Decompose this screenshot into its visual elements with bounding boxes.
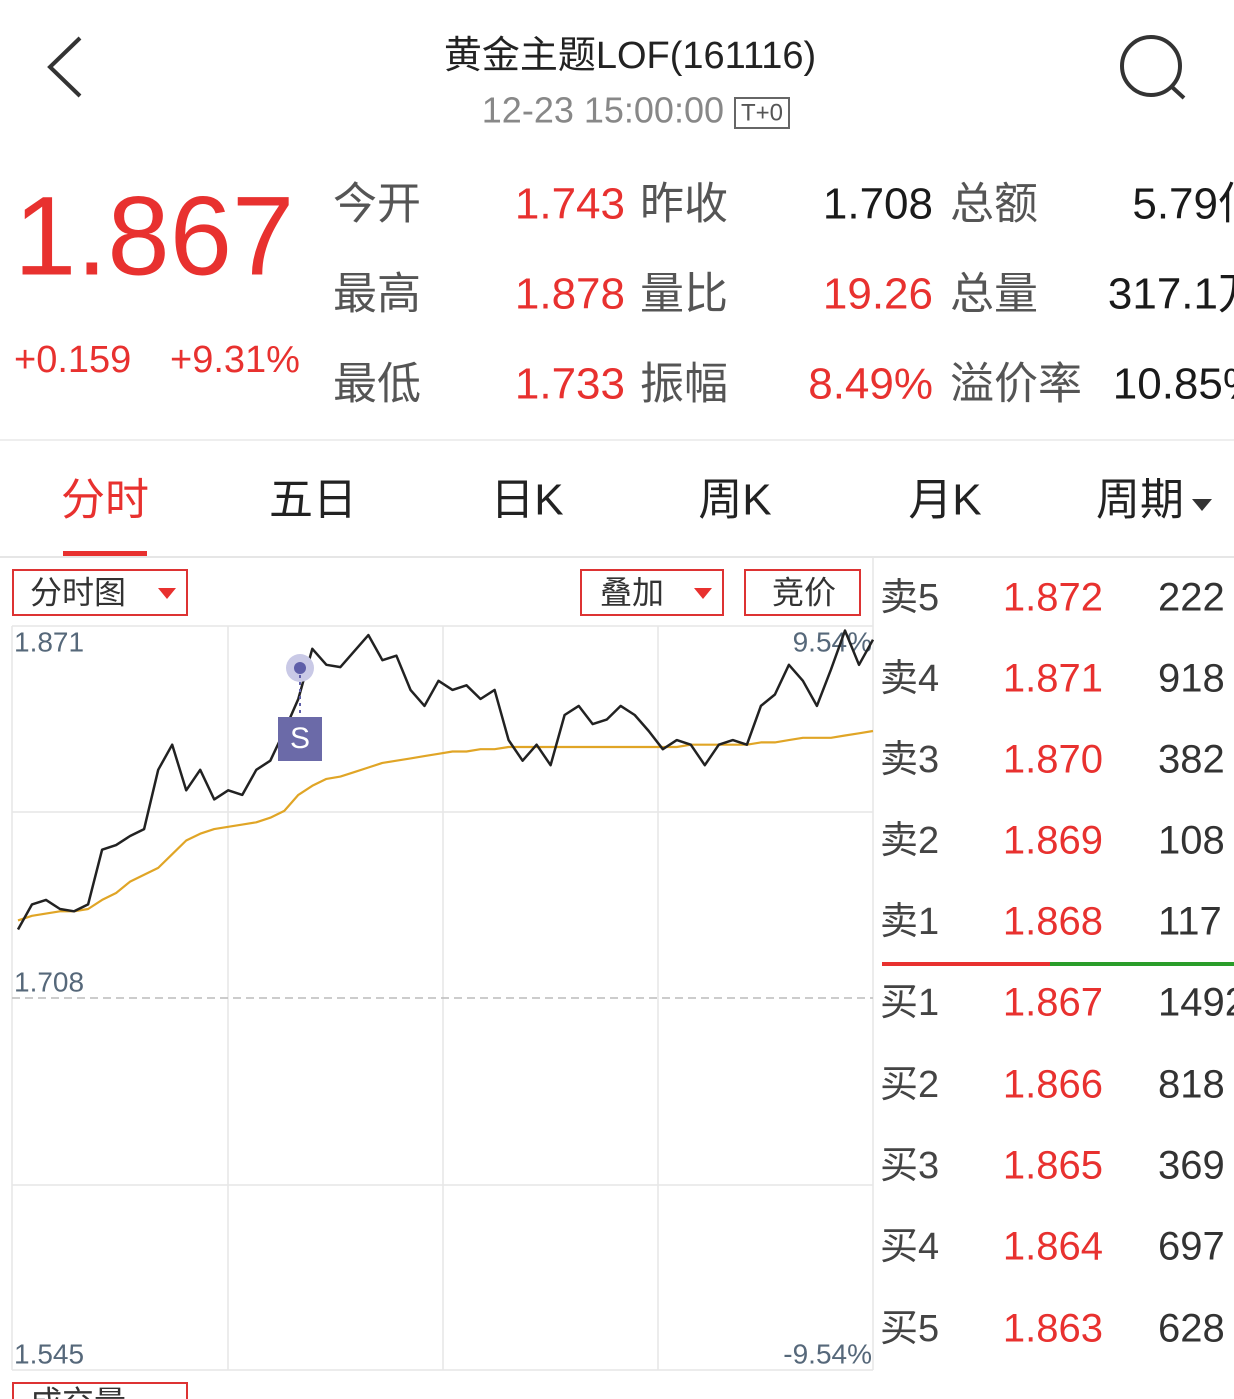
chart-frame	[11, 557, 874, 1370]
book-volume: 1492	[1158, 981, 1234, 1025]
tab[interactable]: 五日	[269, 476, 357, 525]
book-price: 1.864	[1003, 1225, 1103, 1269]
tabs: 分时 五日 日K 周K 月K 周期	[61, 476, 1184, 525]
book-price: 1.866	[1003, 1063, 1103, 1107]
change-pct: +9.31%	[170, 339, 300, 381]
book-label: 卖1	[880, 901, 939, 943]
book-volume: 382	[1158, 738, 1225, 782]
tab-underline	[63, 551, 147, 557]
button-box[interactable]	[12, 1382, 188, 1399]
signal-dot	[294, 662, 306, 674]
book-price: 1.871	[1003, 657, 1103, 701]
volume-button[interactable]: 成交量	[30, 1384, 126, 1399]
stat-value: 8.49%	[808, 360, 933, 409]
book-volume: 918	[1158, 657, 1225, 701]
chart-button[interactable]: 竞价	[772, 574, 836, 610]
book-price: 1.865	[1003, 1144, 1103, 1188]
book-price: 1.870	[1003, 738, 1103, 782]
book-volume: 818	[1158, 1063, 1225, 1107]
button-box[interactable]	[744, 569, 861, 616]
book-label: 卖3	[880, 739, 939, 781]
back-button[interactable]	[47, 36, 82, 98]
stat-value: 19.26	[823, 270, 933, 319]
stat-value: 5.79亿	[1132, 180, 1234, 229]
badge: T+0	[741, 99, 783, 126]
dropdown-arrow	[1192, 499, 1212, 511]
stat-label: 最高	[333, 270, 421, 319]
book-label: 买3	[880, 1145, 939, 1187]
book-label: 买4	[880, 1226, 939, 1268]
y2-tick-label: -9.54%	[783, 1338, 872, 1369]
stat-label: 溢价率	[950, 360, 1082, 409]
book-label: 买5	[880, 1308, 939, 1350]
book-label: 买2	[880, 1064, 939, 1106]
chart-button[interactable]: 分时图	[30, 574, 126, 610]
book-volume: 117	[1158, 900, 1222, 944]
change: +0.159	[14, 339, 131, 381]
tab[interactable]: 周K	[698, 476, 771, 525]
stat-value: 317.1万	[1108, 270, 1234, 319]
tab[interactable]: 分时	[61, 476, 149, 525]
stat-label: 总量	[950, 270, 1038, 319]
book-label: 卖5	[880, 577, 939, 619]
stat-value: 1.878	[515, 270, 625, 319]
average-line	[17, 729, 874, 922]
stats: 今开 1.743 昨收 1.708 总额 5.79亿最高 1.878 量比 19.26 总量 317…	[333, 180, 1234, 409]
book-label: 买1	[880, 982, 939, 1024]
book-price: 1.863	[1003, 1307, 1103, 1351]
book-volume: 369	[1158, 1144, 1225, 1188]
signal-label: S	[290, 722, 310, 755]
book-price: 1.868	[1003, 900, 1103, 944]
dropdown-arrow	[694, 588, 712, 599]
book-volume: 697	[1158, 1225, 1225, 1269]
search-icon-handle	[1170, 85, 1186, 100]
stat-label: 昨收	[640, 180, 728, 229]
stat-label: 今开	[333, 180, 421, 229]
book-price: 1.867	[1003, 981, 1103, 1025]
datetime: 12-23 15:00:00	[482, 90, 724, 131]
dropdown-arrow	[158, 588, 176, 599]
signal-box	[278, 717, 322, 761]
bid-ask-bar	[1050, 962, 1234, 966]
order-book: 卖5 1.872 222 卖4 1.871 918 卖3 1.870 382 卖2 1.869 108…	[880, 576, 1234, 1351]
book-volume: 222	[1158, 576, 1225, 620]
stat-value: 1.733	[515, 360, 625, 409]
stat-value: 10.85%	[1113, 360, 1234, 409]
last-price: 1.867	[14, 174, 294, 299]
y-tick-label: 1.708	[14, 966, 84, 997]
button-box[interactable]	[580, 569, 724, 616]
stat-value: 1.743	[515, 180, 625, 229]
tab[interactable]: 月K	[908, 476, 981, 525]
search-icon	[1120, 35, 1182, 97]
badge-box	[734, 97, 790, 129]
tab[interactable]: 日K	[490, 476, 563, 525]
y2-tick-label: 9.54%	[793, 626, 872, 657]
search-button[interactable]	[1120, 35, 1186, 100]
chart-button[interactable]: 叠加	[600, 574, 664, 610]
book-label: 卖4	[880, 658, 939, 700]
chart: 1.871 1.708 1.545 9.54% -9.54%	[12, 625, 875, 1371]
stat-label: 量比	[640, 270, 728, 319]
price-line	[16, 629, 875, 931]
button-box[interactable]	[12, 569, 188, 616]
book-volume: 628	[1158, 1307, 1225, 1351]
bid-ask-bar	[882, 962, 1050, 966]
stat-label: 最低	[333, 360, 421, 409]
tab[interactable]: 周期	[1096, 476, 1184, 525]
book-price: 1.869	[1003, 819, 1103, 863]
stat-label: 振幅	[640, 360, 728, 409]
book-price: 1.872	[1003, 576, 1103, 620]
book-volume: 108	[1158, 819, 1225, 863]
y-tick-label: 1.871	[14, 626, 84, 657]
stat-value: 1.708	[823, 180, 933, 229]
stat-label: 总额	[950, 180, 1038, 229]
title: 黄金主题LOF(161116)	[444, 35, 816, 77]
book-label: 卖2	[880, 820, 939, 862]
y-tick-label: 1.545	[14, 1338, 84, 1369]
